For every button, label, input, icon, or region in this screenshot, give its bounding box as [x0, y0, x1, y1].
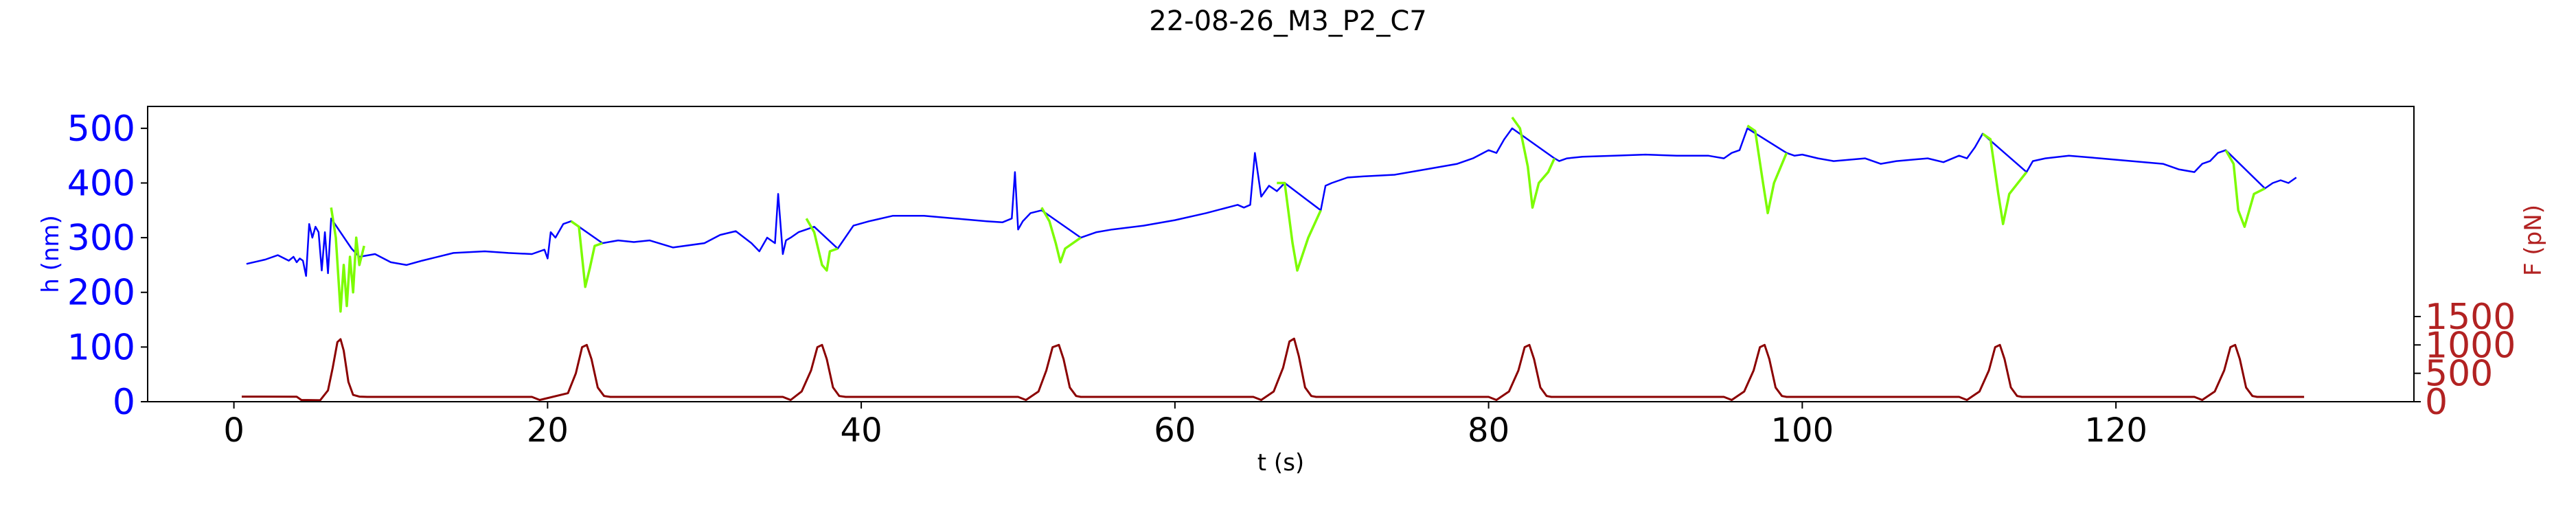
y-tick-label-left: 500	[67, 108, 135, 150]
height-pulse-line-3	[805, 218, 839, 272]
x-tick-label: 80	[1468, 411, 1509, 450]
x-tick-label: 100	[1771, 411, 1834, 450]
height-pulse-line-2	[570, 220, 603, 288]
y-tick-label-left: 0	[113, 382, 135, 423]
height-pulse-line-5	[1277, 181, 1322, 272]
y-tick-label-right: 0	[2425, 382, 2448, 423]
plot-lines	[241, 116, 2305, 402]
x-tick-label: 60	[1154, 411, 1196, 450]
height-pulse-line-8	[1981, 133, 2028, 225]
y-tick-label-right: 1500	[2425, 297, 2516, 338]
height-pulse-line-6	[1511, 116, 1556, 209]
x-tick-label: 120	[2084, 411, 2147, 450]
x-tick-label: 20	[527, 411, 569, 450]
force-line	[241, 337, 2305, 402]
height-pulse-line-1	[330, 207, 365, 313]
ticks: 0 20 40 60 80 100 1200100200300400500050010001…	[67, 108, 2516, 450]
height-pulse-line-4	[1040, 207, 1082, 264]
y-axis-label-right: F (pN)	[2520, 205, 2547, 276]
height-line	[246, 127, 2297, 277]
y-tick-label-right: 1000	[2425, 325, 2516, 366]
y-tick-label-right: 500	[2425, 354, 2493, 395]
y-tick-label-left: 300	[67, 218, 135, 259]
height-pulse-line-9	[2224, 149, 2266, 228]
y-axis-label-left: h (nm)	[37, 215, 65, 293]
plot-frame	[147, 106, 2415, 402]
height-pulse-line-7	[1746, 124, 1788, 215]
x-tick-label: 0	[223, 411, 244, 450]
y-tick-label-left: 200	[67, 273, 135, 314]
x-axis-label: t (s)	[1257, 449, 1304, 477]
y-tick-label-left: 100	[67, 327, 135, 368]
x-tick-label: 40	[841, 411, 882, 450]
y-tick-label-left: 400	[67, 163, 135, 204]
chart-title: 22-08-26_M3_P2_C7	[1149, 5, 1427, 37]
